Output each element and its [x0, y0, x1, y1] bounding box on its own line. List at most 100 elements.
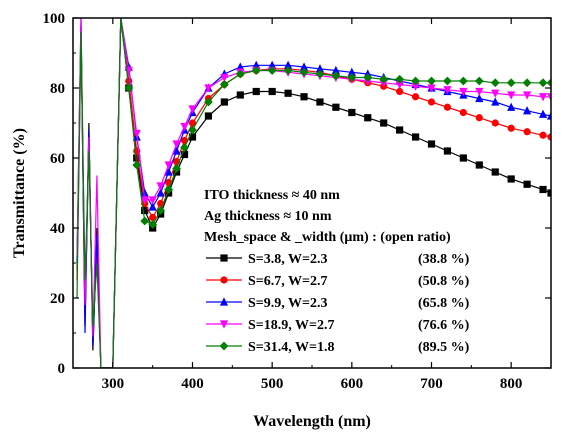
- data-point: [252, 87, 260, 96]
- legend-label: S=3.8, W=2.3: [248, 252, 328, 267]
- data-point: [188, 125, 197, 135]
- annotation-ag-thickness: Ag thickness ≈ 10 nm: [204, 209, 332, 224]
- data-point: [411, 93, 420, 101]
- data-point: [546, 78, 551, 88]
- data-point: [547, 133, 551, 141]
- data-point: [164, 185, 173, 194]
- data-point: [149, 213, 157, 222]
- data-point: [236, 91, 244, 99]
- data-point: [411, 133, 420, 141]
- legend-label: S=31.4, W=1.8: [248, 340, 335, 355]
- data-point: [124, 83, 134, 93]
- data-point: [396, 87, 404, 96]
- data-point: [148, 196, 157, 205]
- x-tick-label: 600: [341, 376, 364, 392]
- data-point: [332, 103, 340, 111]
- x-axis-title: Wavelength (nm): [253, 413, 371, 430]
- data-point: [538, 109, 548, 118]
- legend-label: S=18.9, W=2.7: [248, 318, 335, 333]
- legend-label: S=9.9, W=2.3: [248, 296, 328, 311]
- data-point: [395, 74, 405, 84]
- data-point: [315, 64, 325, 73]
- data-point: [235, 69, 245, 79]
- data-point: [443, 103, 452, 111]
- legend-marker: [219, 297, 229, 306]
- legend-open-ratio: (65.8 %): [418, 296, 470, 311]
- legend-entry-5: S=31.4, W=1.8 (89.5 %): [206, 340, 470, 355]
- data-point: [443, 86, 452, 95]
- data-point: [172, 146, 181, 155]
- data-point: [172, 164, 181, 173]
- data-point: [523, 180, 531, 188]
- data-point: [475, 114, 483, 122]
- x-tick-label: 300: [102, 376, 125, 392]
- legend-entry-4: S=18.9, W=2.7 (76.6 %): [206, 318, 470, 333]
- y-tick-label: 60: [50, 151, 65, 167]
- data-point: [491, 89, 500, 98]
- x-tick-label: 400: [181, 376, 204, 392]
- data-point: [507, 175, 515, 183]
- data-point: [507, 91, 516, 100]
- series-5: [76, 18, 551, 368]
- data-point: [251, 66, 261, 75]
- data-point: [538, 78, 548, 88]
- data-point: [268, 60, 277, 69]
- annotation-mesh-header: Mesh_space & _width (μm) : (open ratio): [204, 230, 451, 245]
- data-point: [219, 80, 229, 89]
- legend: S=3.8, W=2.3 (38.8 %) S=6.7, W=2.7 (50.8 %)…: [206, 252, 470, 355]
- data-point: [299, 67, 309, 77]
- data-point: [507, 124, 515, 132]
- data-point: [148, 220, 158, 229]
- data-point: [491, 97, 500, 106]
- legend-entry-2: S=6.7, W=2.7 (50.8 %): [206, 274, 470, 289]
- data-point: [474, 76, 484, 86]
- data-point: [220, 73, 229, 83]
- legend-entry-3: S=9.9, W=2.3 (65.8 %): [206, 296, 470, 311]
- data-point: [396, 126, 404, 134]
- data-point: [475, 87, 484, 97]
- data-point: [523, 106, 532, 115]
- data-point: [148, 202, 157, 211]
- data-point: [522, 78, 532, 88]
- data-point: [164, 161, 173, 170]
- data-point: [411, 82, 420, 91]
- data-point: [156, 188, 165, 197]
- y-tick-label: 100: [43, 11, 66, 27]
- data-point: [204, 112, 213, 120]
- data-point: [363, 73, 373, 82]
- legend-marker: [220, 276, 228, 284]
- data-point: [539, 131, 547, 139]
- legend-marker: [219, 341, 229, 351]
- legend-open-ratio: (89.5 %): [418, 340, 470, 355]
- data-point: [523, 91, 532, 100]
- data-point: [283, 66, 293, 75]
- data-point: [140, 188, 149, 197]
- data-point: [267, 66, 277, 75]
- data-point: [188, 119, 197, 127]
- series-layer: [76, 18, 551, 368]
- data-point: [204, 84, 213, 93]
- data-point: [236, 62, 245, 71]
- data-point: [491, 119, 499, 127]
- legend-open-ratio: (76.6 %): [418, 318, 470, 333]
- data-point: [364, 114, 372, 122]
- data-point: [411, 76, 420, 86]
- data-point: [124, 66, 133, 76]
- data-point: [188, 133, 197, 141]
- x-tick-label: 700: [420, 376, 443, 392]
- data-point: [347, 67, 356, 76]
- data-point: [490, 78, 500, 88]
- data-point: [459, 154, 467, 162]
- y-axis-title: Transmittance (%): [11, 128, 28, 258]
- x-tick-label: 800: [500, 376, 523, 392]
- data-point: [506, 78, 516, 88]
- y-tick-label: 0: [58, 361, 66, 377]
- data-point: [475, 161, 483, 169]
- data-point: [347, 73, 357, 82]
- data-point: [491, 168, 499, 176]
- data-point: [141, 206, 149, 215]
- data-point: [300, 93, 308, 101]
- data-point: [299, 62, 309, 71]
- data-point: [172, 140, 181, 149]
- data-point: [156, 182, 165, 191]
